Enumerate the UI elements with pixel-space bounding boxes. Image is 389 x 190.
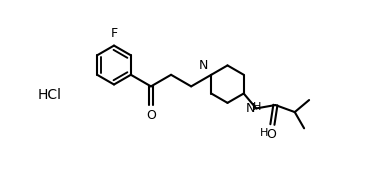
Text: H: H xyxy=(253,102,261,112)
Text: F: F xyxy=(110,27,117,40)
Text: HCl: HCl xyxy=(37,88,61,102)
Text: H: H xyxy=(260,127,268,138)
Text: N: N xyxy=(199,59,208,72)
Text: O: O xyxy=(266,127,276,140)
Text: N: N xyxy=(246,102,255,115)
Text: O: O xyxy=(146,109,156,122)
